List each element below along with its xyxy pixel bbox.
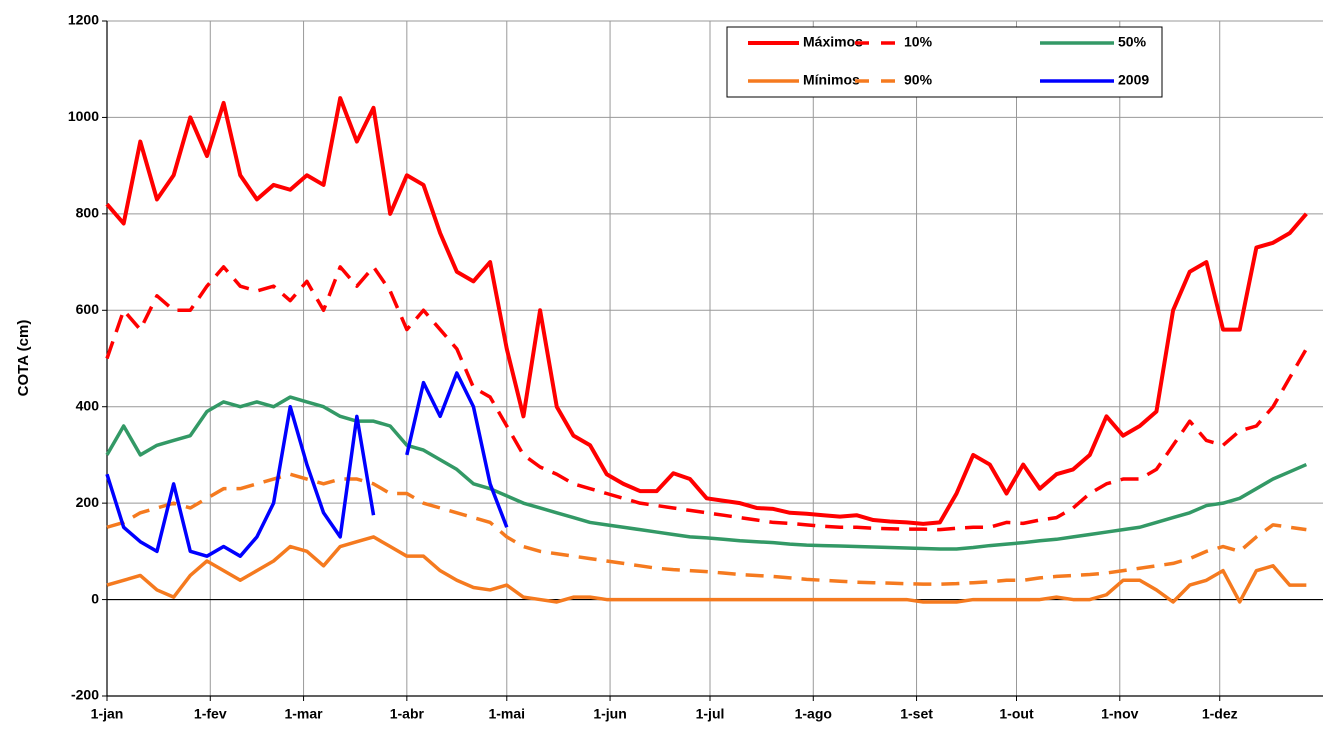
y-tick-label: -200 [71, 687, 99, 703]
x-tick-label: 1-jul [696, 706, 725, 722]
y-tick-label: 200 [76, 494, 100, 510]
legend-label: 90% [904, 72, 933, 88]
legend-label: 10% [904, 34, 933, 50]
x-tick-label: 1-jan [91, 706, 124, 722]
x-tick-label: 1-jun [593, 706, 626, 722]
y-axis-label: COTA (cm) [15, 320, 32, 397]
series-line [106, 472, 1307, 586]
series-line [106, 535, 1307, 604]
series-line [105, 265, 1308, 532]
x-tick-label: 1-set [900, 706, 933, 722]
series-line [105, 395, 1308, 551]
series-line [105, 404, 376, 558]
x-tick-label: 1-abr [390, 706, 425, 722]
legend-label: Mínimos [803, 72, 860, 88]
x-tick-label: 1-dez [1202, 706, 1238, 722]
series-line [105, 96, 1308, 526]
x-tick-label: 1-nov [1101, 706, 1139, 722]
y-tick-label: 400 [76, 397, 100, 413]
x-tick-label: 1-fev [194, 706, 227, 722]
legend-label: 2009 [1118, 72, 1149, 88]
x-tick-label: 1-mai [488, 706, 525, 722]
y-tick-label: 1200 [68, 12, 99, 28]
x-tick-label: 1-out [999, 706, 1034, 722]
x-tick-label: 1-mar [284, 706, 323, 722]
y-tick-label: 0 [91, 590, 99, 606]
y-tick-label: 600 [76, 301, 100, 317]
legend-label: Máximos [803, 34, 863, 50]
y-tick-label: 800 [76, 205, 100, 221]
y-tick-label: 1000 [68, 108, 99, 124]
x-tick-label: 1-ago [795, 706, 832, 722]
legend-label: 50% [1118, 34, 1147, 50]
legend-box [726, 26, 1163, 98]
series-line [405, 371, 509, 528]
